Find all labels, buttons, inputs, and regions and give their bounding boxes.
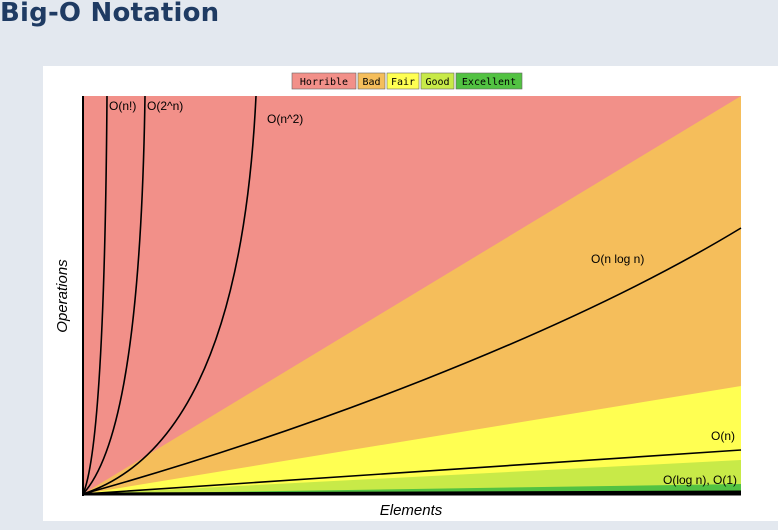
legend-label-fair: Fair xyxy=(391,77,415,88)
legend-swatch-horrible xyxy=(291,72,357,90)
region-bad xyxy=(83,96,741,494)
curve-label-exponential: O(2^n) xyxy=(147,99,183,113)
curve-label-logarithmic-constant: O(log n), O(1) xyxy=(663,473,737,487)
legend-label-good: Good xyxy=(425,77,449,88)
big-o-chart: O(n!) O(2^n) O(n^2) O(n log n) O(n) O(log n),… xyxy=(54,72,742,519)
page-title: Big-O Notation xyxy=(0,0,220,28)
curve-exponential xyxy=(82,95,146,495)
legend-label-horrible: Horrible xyxy=(300,77,348,88)
region-fair xyxy=(83,386,741,494)
curve-linear xyxy=(82,449,742,495)
curve-label-linearithmic: O(n log n) xyxy=(591,252,644,266)
legend-label-bad: Bad xyxy=(362,77,380,88)
legend-swatch-bad xyxy=(357,72,386,90)
curve-linearithmic xyxy=(82,227,742,495)
region-good xyxy=(83,460,741,494)
curve-factorial xyxy=(82,95,108,495)
x-axis-label: Elements xyxy=(380,502,443,519)
curve-label-linear: O(n) xyxy=(711,429,735,443)
legend-swatch-excellent xyxy=(455,72,523,90)
chart-card: O(n!) O(2^n) O(n^2) O(n log n) O(n) O(log n),… xyxy=(43,66,778,521)
curve-logarithmic-constant xyxy=(82,490,742,496)
curve-label-factorial: O(n!) xyxy=(109,99,136,113)
legend-swatch-fair xyxy=(386,72,420,90)
legend-swatch-good xyxy=(420,72,455,90)
legend-label-excellent: Excellent xyxy=(462,77,516,88)
legend: Horrible Bad Fair Good Excellent xyxy=(291,72,523,90)
curve-label-quadratic: O(n^2) xyxy=(267,112,303,126)
curve-quadratic xyxy=(82,95,257,495)
y-axis-label: Operations xyxy=(54,259,71,333)
